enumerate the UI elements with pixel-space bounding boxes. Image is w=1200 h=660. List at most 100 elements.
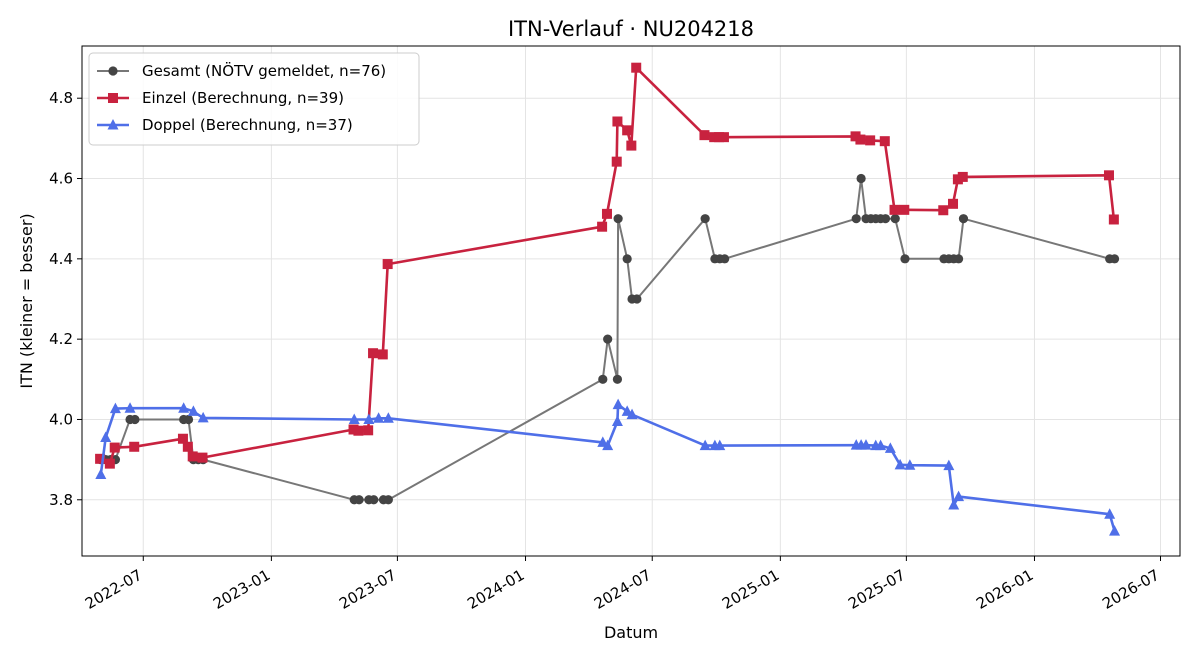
data-point-einzel — [1103, 170, 1114, 181]
data-point-doppel — [1104, 508, 1116, 519]
series-doppel — [95, 398, 1121, 536]
data-point-gesamt — [856, 173, 866, 184]
data-point-einzel — [109, 442, 120, 453]
data-point-einzel — [353, 425, 364, 436]
data-point-doppel — [611, 415, 623, 426]
data-point-doppel — [348, 413, 360, 424]
y-tick-label: 4.8 — [49, 89, 73, 107]
data-point-gesamt — [1109, 254, 1120, 264]
data-point-einzel — [718, 132, 729, 143]
series-line-gesamt — [100, 177, 1115, 501]
data-point-gesamt — [851, 214, 861, 224]
data-point-doppel — [904, 459, 916, 470]
data-point-gesamt — [958, 214, 969, 224]
data-point-einzel — [611, 156, 622, 167]
data-point-doppel — [714, 439, 726, 451]
data-point-einzel — [626, 140, 637, 151]
data-point-einzel — [197, 452, 208, 463]
legend-item-einzel: Einzel (Berechnung, n=39) — [97, 89, 344, 107]
data-point-doppel — [953, 490, 965, 502]
data-point-einzel — [622, 125, 633, 136]
data-point-doppel — [1109, 525, 1121, 536]
data-point-doppel — [197, 411, 209, 423]
data-point-einzel — [612, 116, 623, 127]
legend-item-gesamt: Gesamt (NÖTV gemeldet, n=76) — [97, 61, 386, 80]
data-point-doppel — [187, 405, 199, 416]
data-point-doppel — [602, 439, 614, 451]
data-point-einzel — [182, 441, 193, 452]
legend-swatch-marker — [107, 119, 119, 130]
y-tick-label: 4.0 — [49, 410, 73, 428]
data-point-einzel — [187, 451, 198, 462]
data-point-gesamt — [354, 495, 364, 505]
data-point-doppel — [109, 402, 121, 414]
data-point-einzel — [368, 348, 379, 359]
data-point-doppel — [943, 459, 955, 471]
data-point-einzel — [938, 205, 949, 216]
data-point-einzel — [631, 62, 642, 73]
data-point-doppel — [373, 412, 385, 423]
data-point-gesamt — [183, 414, 194, 425]
data-point-gesamt — [622, 254, 632, 264]
legend-label: Doppel (Berechnung, n=37) — [142, 116, 353, 134]
data-point-einzel — [865, 135, 876, 146]
series-layer — [95, 62, 1121, 536]
data-point-einzel — [377, 349, 388, 360]
data-point-einzel — [948, 198, 959, 209]
legend-swatch-marker — [108, 93, 118, 103]
legend-swatch-marker — [108, 66, 118, 76]
y-axis-label: ITN (kleiner = besser) — [17, 213, 36, 388]
data-point-gesamt — [613, 214, 623, 224]
y-tick-label: 4.4 — [49, 250, 73, 268]
data-point-einzel — [601, 208, 612, 219]
legend: Gesamt (NÖTV gemeldet, n=76) Einzel (Bere… — [88, 52, 420, 146]
data-point-gesamt — [880, 214, 891, 224]
data-point-einzel — [363, 425, 374, 436]
data-point-gesamt — [720, 254, 730, 264]
y-tick-label: 4.6 — [49, 170, 73, 188]
data-point-doppel — [124, 402, 136, 413]
data-point-einzel — [699, 130, 710, 141]
y-tick-label: 3.8 — [49, 491, 73, 509]
data-point-doppel — [382, 412, 394, 423]
data-point-einzel — [879, 136, 890, 147]
data-point-gesamt — [632, 294, 642, 304]
legend-box — [88, 52, 420, 146]
legend-label: Einzel (Berechnung, n=39) — [142, 89, 344, 107]
data-point-doppel — [699, 439, 711, 451]
data-point-gesamt — [890, 214, 900, 224]
data-point-gesamt — [383, 495, 393, 505]
data-point-doppel — [95, 468, 107, 479]
data-point-doppel — [860, 439, 872, 450]
data-point-einzel — [104, 458, 115, 469]
data-point-einzel — [95, 453, 106, 464]
data-point-doppel — [178, 402, 190, 413]
data-point-doppel — [626, 408, 638, 420]
data-point-doppel — [875, 439, 887, 451]
data-point-gesamt — [369, 495, 379, 505]
data-point-doppel — [884, 442, 896, 453]
data-point-gesamt — [130, 414, 140, 425]
data-point-einzel — [177, 433, 188, 444]
chart-title: ITN-Verlauf · NU204218 — [508, 17, 754, 41]
data-point-doppel — [948, 499, 960, 510]
data-point-einzel — [855, 134, 866, 145]
plot-frame — [81, 45, 1181, 557]
data-point-gesamt — [900, 254, 910, 264]
data-point-doppel — [894, 458, 906, 470]
data-point-einzel — [889, 204, 900, 215]
data-point-doppel — [363, 413, 375, 424]
series-einzel — [95, 62, 1119, 469]
data-point-einzel — [1108, 214, 1119, 225]
data-point-einzel — [597, 221, 608, 232]
data-point-einzel — [899, 204, 910, 215]
data-point-gesamt — [953, 254, 964, 264]
legend-label: Gesamt (NÖTV gemeldet, n=76) — [142, 61, 386, 80]
data-point-gesamt — [700, 214, 710, 224]
y-tick-label: 4.2 — [49, 330, 73, 348]
data-point-einzel — [382, 259, 393, 270]
data-point-einzel — [129, 441, 140, 452]
data-point-gesamt — [598, 374, 608, 384]
legend-item-doppel: Doppel (Berechnung, n=37) — [97, 116, 353, 134]
